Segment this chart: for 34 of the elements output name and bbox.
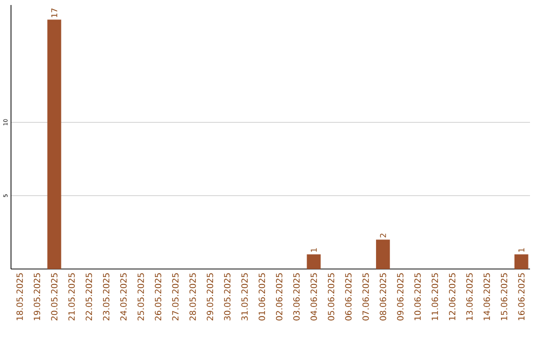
- x-tick-label: 05.06.2025: [328, 273, 334, 320]
- x-tick-label: 30.05.2025: [224, 273, 230, 320]
- bar: [306, 254, 321, 269]
- x-tick-label: 10.06.2025: [414, 273, 421, 320]
- bar: [514, 254, 528, 269]
- x-tick-label: 20.05.2025: [51, 273, 58, 320]
- x-tick-label: 29.05.2025: [206, 273, 214, 320]
- x-tick-label: 12.06.2025: [448, 273, 456, 320]
- x-tick-label: 11.06.2025: [432, 273, 438, 320]
- x-tick-label: 15.06.2025: [500, 273, 508, 320]
- x-tick-label: 18.05.2025: [16, 273, 23, 320]
- x-tick-label: 22.05.2025: [86, 273, 92, 320]
- x-tick-label: 14.06.2025: [484, 273, 490, 320]
- x-tick-label: 02.06.2025: [276, 273, 282, 320]
- x-tick-label: 19.05.2025: [34, 273, 40, 320]
- x-tick-label: 21.05.2025: [68, 273, 75, 320]
- x-tick-label: 08.06.2025: [380, 273, 386, 320]
- x-tick-label: 06.06.2025: [345, 273, 352, 320]
- x-tick-label: 03.06.2025: [293, 273, 300, 320]
- x-tick-label: 31.05.2025: [241, 273, 248, 320]
- x-tick-label: 23.05.2025: [102, 273, 110, 320]
- x-tick-label: 01.06.2025: [258, 273, 266, 320]
- x-tick-label: 25.05.2025: [138, 273, 144, 320]
- x-tick-label: 07.06.2025: [362, 273, 369, 320]
- bar: [47, 20, 62, 269]
- x-tick-label: 27.05.2025: [172, 273, 179, 320]
- x-tick-label: 16.06.2025: [518, 273, 525, 320]
- x-tick-label: 09.06.2025: [397, 273, 404, 320]
- x-tick-label: 24.05.2025: [120, 273, 127, 320]
- x-tick-label: 13.06.2025: [466, 273, 473, 320]
- x-tick-label: 28.05.2025: [189, 273, 196, 320]
- x-tick-label: 26.05.2025: [154, 273, 162, 320]
- bar: [376, 240, 390, 269]
- x-tick-label: 04.06.2025: [310, 273, 317, 320]
